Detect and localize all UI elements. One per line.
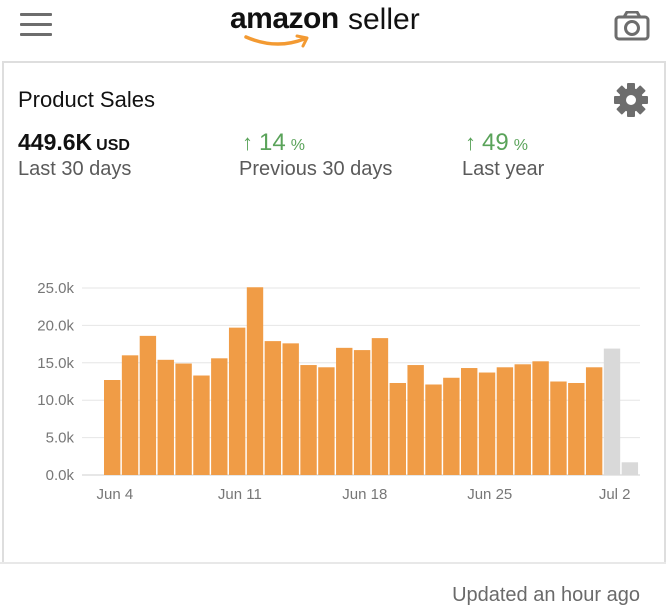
product-sales-card: Product Sales 449.6K USD Last 30 days ↑ 14…: [2, 61, 666, 606]
up-arrow-icon: ↑: [242, 130, 253, 155]
bar: [496, 367, 514, 475]
y-tick-label: 25.0k: [37, 280, 74, 297]
bar: [139, 335, 157, 475]
logo-text-amazon: amazon: [230, 2, 339, 35]
total-sales-value: 449.6K: [18, 129, 93, 155]
bar: [478, 372, 496, 475]
year-change-unit: %: [513, 137, 528, 154]
bar: [568, 382, 585, 475]
bar: [532, 361, 549, 475]
bar: [157, 359, 174, 475]
year-change-value: 49: [482, 129, 509, 156]
top-bar: amazon seller: [0, 0, 666, 54]
y-tick-label: 20.0k: [37, 317, 74, 334]
x-tick-label: Jun 11: [218, 486, 262, 503]
bar: [371, 338, 389, 475]
y-tick-label: 10.0k: [37, 392, 74, 409]
x-tick-label: Jul 2: [599, 486, 631, 503]
bar: [121, 355, 139, 475]
total-sales: 449.6K USD: [18, 129, 130, 156]
bar: [603, 348, 621, 475]
logo-text-seller: seller: [348, 3, 420, 36]
bar: [211, 358, 228, 475]
bar: [104, 380, 121, 475]
bar: [407, 365, 424, 475]
x-tick-label: Jun 25: [467, 486, 512, 503]
bottom-divider: [0, 562, 666, 564]
sales-bar-chart: 0.0k 5.0k 10.0k 15.0k 20.0k 25.0k Jun 4 Jun 11 J…: [37, 280, 640, 503]
total-sales-label: Last 30 days: [18, 158, 132, 180]
amazon-smile-icon: [244, 34, 309, 48]
bar: [514, 364, 531, 475]
bar: [461, 368, 478, 475]
previous-change-unit: %: [290, 137, 305, 154]
bar: [318, 367, 335, 475]
amazon-seller-logo: amazon seller: [230, 2, 450, 52]
x-tick-label: Jun 4: [97, 486, 134, 503]
last-year-label: Last year: [462, 158, 545, 180]
bar: [353, 350, 371, 475]
y-tick-label: 5.0k: [46, 430, 75, 447]
bar: [282, 343, 299, 475]
bar: [585, 367, 603, 475]
previous-period-change: ↑ 14%: [242, 129, 305, 157]
updated-timestamp: Updated an hour ago: [452, 584, 640, 606]
last-year-change: ↑ 49%: [465, 129, 528, 157]
hamburger-menu-icon[interactable]: [20, 12, 52, 38]
previous-period-label: Previous 30 days: [239, 158, 393, 180]
bar: [246, 287, 264, 475]
camera-icon[interactable]: [614, 11, 650, 41]
up-arrow-icon: ↑: [465, 130, 476, 155]
y-tick-label: 15.0k: [37, 355, 74, 372]
y-tick-label: 0.0k: [46, 467, 75, 484]
card-title: Product Sales: [18, 87, 155, 112]
bar: [193, 375, 210, 475]
previous-change-value: 14: [259, 129, 286, 156]
bar: [425, 384, 442, 475]
bar: [621, 462, 639, 475]
bar: [389, 382, 406, 475]
bar: [336, 347, 353, 475]
bar: [264, 341, 282, 475]
bar: [443, 377, 460, 475]
x-tick-label: Jun 18: [342, 486, 387, 503]
bar: [550, 381, 567, 475]
currency-label: USD: [96, 137, 130, 154]
bar: [300, 365, 317, 475]
gear-icon[interactable]: [612, 81, 650, 119]
bar: [228, 327, 246, 475]
bar: [175, 363, 192, 475]
